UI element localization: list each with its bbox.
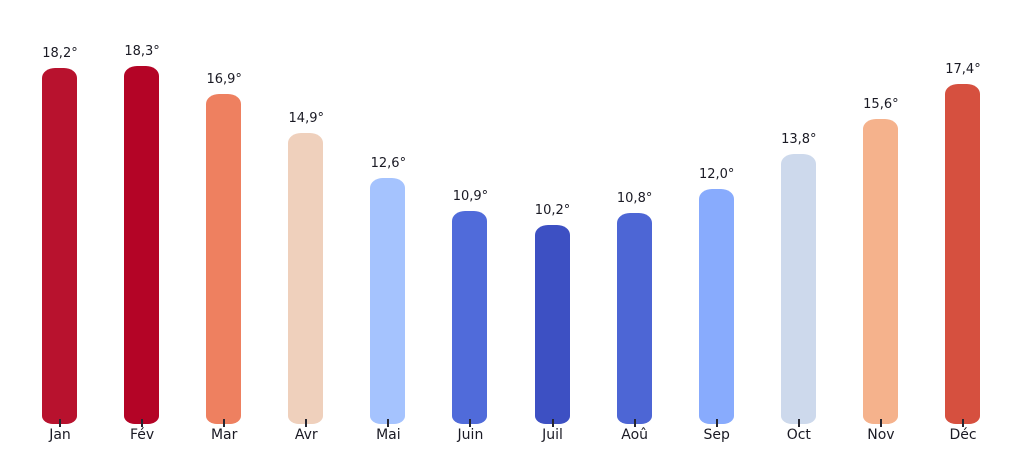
bar-value-label: 15,6° bbox=[863, 97, 899, 112]
temperature-bar bbox=[862, 119, 898, 424]
bar-group: 18,2° Jan bbox=[25, 0, 95, 454]
bar-group: 17,4° Déc bbox=[928, 0, 998, 454]
bar-value-label: 12,0° bbox=[698, 167, 735, 182]
bar-value-label: 13,8° bbox=[781, 132, 817, 147]
x-axis-month-label: Mar bbox=[210, 427, 238, 443]
bar-value-label: 12,6° bbox=[370, 156, 407, 171]
temperature-bar bbox=[780, 154, 816, 424]
x-axis-tick bbox=[387, 419, 390, 427]
bar-group: 12,0° Sep bbox=[682, 0, 752, 454]
x-axis-month-label: Avr bbox=[294, 427, 318, 443]
temperature-bar bbox=[206, 94, 242, 424]
bar-value-label: 18,2° bbox=[42, 46, 78, 61]
bar-group: 12,6° Mai bbox=[353, 0, 423, 454]
bar-group: 13,8° Oct bbox=[764, 0, 834, 454]
bar-value-label: 10,8° bbox=[616, 191, 653, 206]
temperature-bar bbox=[124, 66, 160, 424]
x-axis-month-label: Fév bbox=[129, 427, 155, 443]
x-axis-tick bbox=[469, 419, 472, 427]
temperature-bar bbox=[42, 68, 77, 424]
temperature-bar bbox=[370, 178, 406, 424]
x-axis-tick bbox=[305, 419, 308, 427]
x-axis-month-label: Juil bbox=[542, 427, 563, 443]
bar-group: 14,9° Avr bbox=[271, 0, 341, 454]
x-axis-month-label: Jan bbox=[49, 427, 71, 443]
x-axis-month-label: Nov bbox=[867, 427, 895, 443]
bar-value-label: 17,4° bbox=[945, 62, 981, 77]
bar-group: 15,6° Nov bbox=[846, 0, 916, 454]
temperature-bar bbox=[288, 133, 324, 424]
bar-value-label: 10,9° bbox=[452, 189, 489, 204]
bar-group: 18,3° Fév bbox=[107, 0, 177, 454]
x-axis-tick bbox=[715, 419, 718, 427]
x-axis-month-label: Mai bbox=[376, 427, 401, 443]
bar-group: 16,9° Mar bbox=[189, 0, 259, 454]
x-axis-month-label: Sep bbox=[703, 427, 730, 443]
x-axis-tick bbox=[633, 419, 636, 427]
bar-group: 10,9° Juin bbox=[435, 0, 505, 454]
x-axis-tick bbox=[797, 419, 800, 427]
x-axis-month-label: Juin bbox=[457, 427, 484, 443]
x-axis-tick bbox=[141, 419, 144, 427]
x-axis-month-label: Déc bbox=[949, 427, 977, 443]
bar-value-label: 16,9° bbox=[206, 72, 242, 87]
bar-group: 10,2° Juil bbox=[518, 0, 588, 454]
x-axis-tick bbox=[223, 419, 226, 427]
temperature-bar bbox=[616, 213, 652, 424]
temperature-bar bbox=[534, 225, 570, 424]
bar-value-label: 14,9° bbox=[288, 111, 324, 126]
x-axis-tick bbox=[59, 419, 61, 427]
temperature-bar bbox=[944, 84, 980, 424]
x-axis-month-label: Aoû bbox=[621, 427, 649, 443]
temperature-bar bbox=[452, 211, 488, 424]
x-axis-tick bbox=[961, 419, 964, 427]
x-axis-tick bbox=[551, 419, 554, 427]
bar-value-label: 10,2° bbox=[534, 203, 571, 218]
x-axis-tick bbox=[879, 419, 882, 427]
temperature-bar bbox=[698, 189, 734, 424]
x-axis-month-label: Oct bbox=[786, 427, 811, 443]
bar-group: 10,8° Aoû bbox=[600, 0, 670, 454]
bar-value-label: 18,3° bbox=[124, 44, 160, 59]
